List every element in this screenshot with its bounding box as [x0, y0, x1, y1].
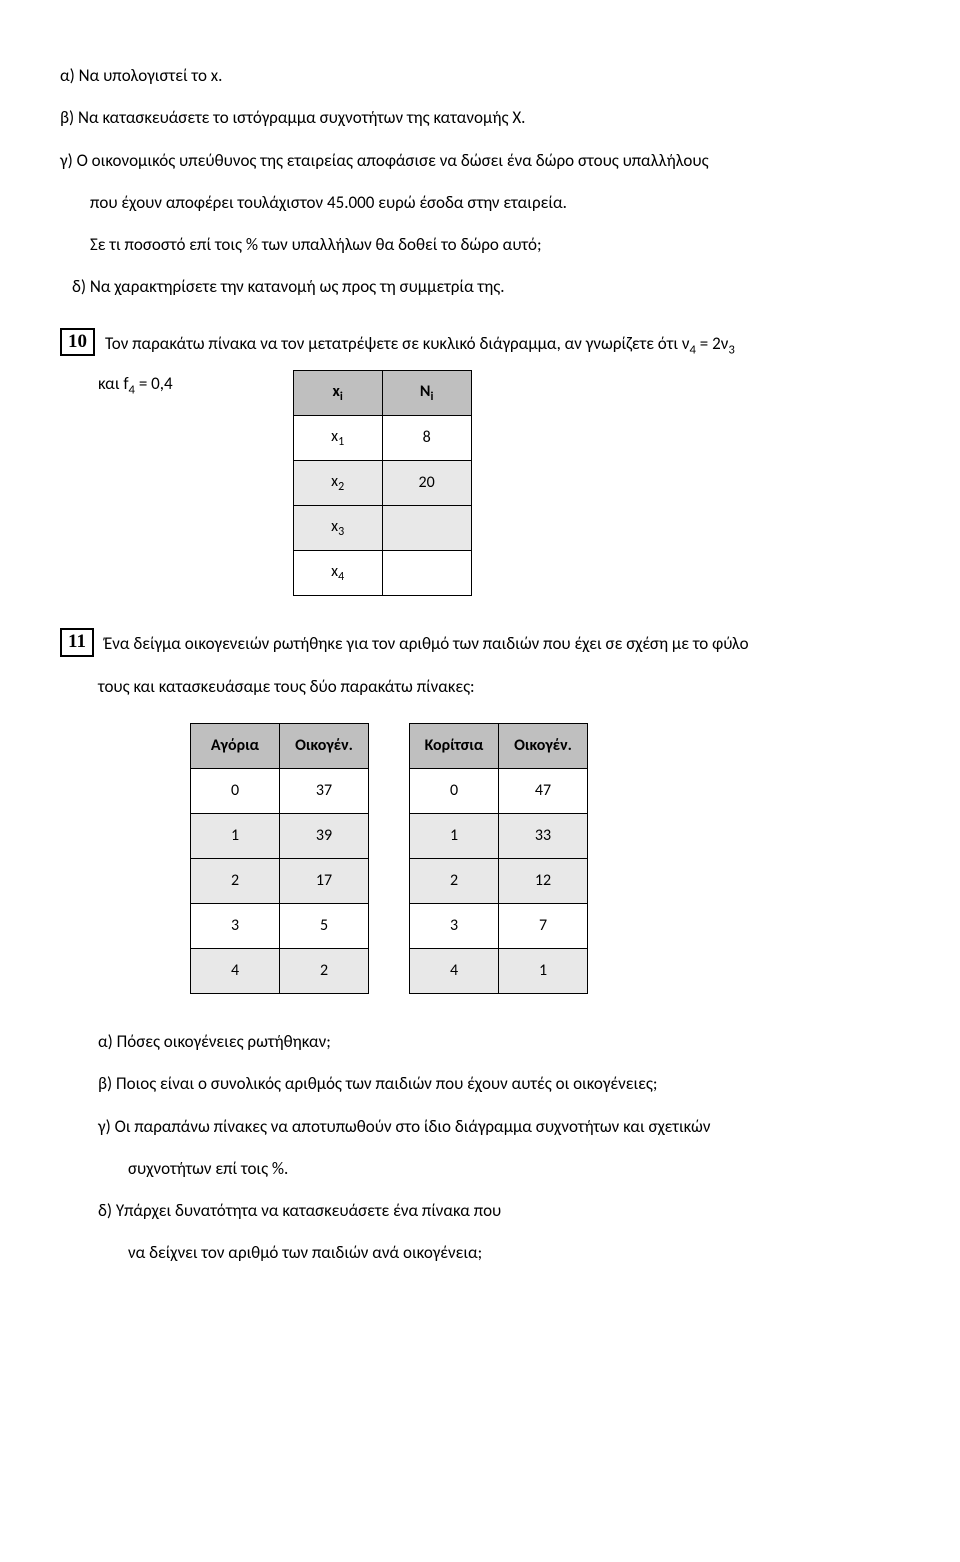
table-row: 41 — [410, 948, 588, 993]
table-row: x3 — [293, 506, 471, 551]
q10-text1: Τον παρακάτω πίνακα να τον μετατρέψετε σ… — [105, 333, 690, 354]
girls-h1: Κορίτσια — [410, 723, 499, 768]
q11-boys-table: ΑγόριαΟικογέν. 037 139 217 35 42 — [190, 723, 369, 994]
q10-th-ni: Ni — [382, 371, 471, 416]
intro-c1: γ) Ο οικονομικός υπεύθυνος της εταιρείας… — [60, 145, 900, 177]
table-row: 047 — [410, 768, 588, 813]
q10-text1-end: = 2ν — [696, 333, 728, 354]
intro-d: δ) Να χαρακτηρίσετε την κατανομή ως προς… — [72, 271, 900, 303]
boys-h2: Οικογέν. — [280, 723, 369, 768]
q11-a: α) Πόσες οικογένειες ρωτήθηκαν; — [98, 1026, 900, 1058]
table-row: 42 — [191, 948, 369, 993]
q10-text1-sub2: 3 — [728, 342, 734, 357]
intro-c2: που έχουν αποφέρει τουλάχιστον 45.000 ευ… — [90, 187, 900, 219]
table-row: 37 — [410, 903, 588, 948]
intro-b: β) Να κατασκευάσετε το ιστόγραμμα συχνοτ… — [60, 102, 900, 134]
boys-h1: Αγόρια — [191, 723, 280, 768]
q11-b: β) Ποιος είναι ο συνολικός αριθμός των π… — [98, 1068, 900, 1100]
table-row: x4 — [293, 551, 471, 596]
q11-number: 11 — [60, 628, 94, 657]
girls-h2: Οικογέν. — [499, 723, 588, 768]
q11-c2: συχνοτήτων επί τοις %. — [128, 1153, 900, 1185]
q11-d1: δ) Υπάρχει δυνατότητα να κατασκευάσετε έ… — [98, 1195, 900, 1227]
table-row: x2 20 — [293, 461, 471, 506]
table-row: 35 — [191, 903, 369, 948]
q11-c1: γ) Οι παραπάνω πίνακες να αποτυπωθούν στ… — [98, 1111, 900, 1143]
q10-text-line1: Τον παρακάτω πίνακα να τον μετατρέψετε σ… — [105, 328, 900, 363]
intro-a: α) Να υπολογιστεί το x. — [60, 60, 900, 92]
table-row: 133 — [410, 813, 588, 858]
table-row: 212 — [410, 858, 588, 903]
intro-c3: Σε τι ποσοστό επί τοις % των υπαλλήλων θ… — [90, 229, 900, 261]
q10-th-xi: xi — [293, 371, 382, 416]
q11-girls-table: ΚορίτσιαΟικογέν. 047 133 212 37 41 — [409, 723, 588, 994]
q10-text-line2: και f4 = 0,4 — [98, 368, 173, 403]
table-row: 139 — [191, 813, 369, 858]
table-row: 217 — [191, 858, 369, 903]
q10-text2-end: = 0,4 — [135, 373, 173, 394]
q10-number: 10 — [60, 328, 95, 357]
q10-table: xi Ni x1 8 x2 20 x3 x4 — [293, 370, 472, 596]
q11-d2: να δείχνει τον αριθμό των παιδιών ανά οι… — [128, 1237, 900, 1269]
table-row: x1 8 — [293, 416, 471, 461]
q11-text1: Ένα δείγμα οικογενειών ρωτήθηκε για τον … — [104, 628, 900, 660]
q11-text2: τους και κατασκευάσαμε τους δύο παρακάτω… — [98, 671, 900, 703]
table-row: 037 — [191, 768, 369, 813]
q10-text2: και f — [98, 373, 129, 394]
